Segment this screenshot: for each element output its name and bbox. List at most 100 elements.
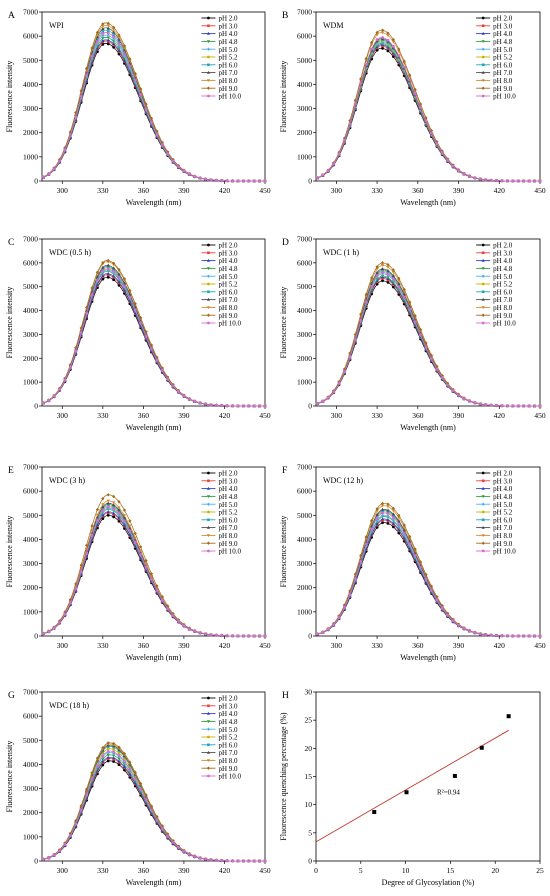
series-marker xyxy=(381,509,384,512)
legend-label: pH 2.0 xyxy=(218,242,238,250)
series-marker xyxy=(386,518,390,521)
legend-label: pH 3.0 xyxy=(218,477,238,485)
panel-title: WDC (18 h) xyxy=(49,701,89,710)
series-marker xyxy=(96,37,99,41)
series-marker xyxy=(166,377,170,381)
x-tick-label: 390 xyxy=(178,186,190,195)
y-tick-label: 10 xyxy=(305,800,313,809)
series-marker xyxy=(391,506,395,511)
series-marker xyxy=(41,632,45,636)
series-marker xyxy=(204,177,207,181)
legend-marker xyxy=(206,31,211,35)
series-marker xyxy=(139,321,143,325)
series-marker xyxy=(74,349,78,353)
series-marker xyxy=(106,755,110,759)
series-marker xyxy=(391,268,395,272)
series-marker xyxy=(106,499,110,503)
series-marker xyxy=(370,281,374,285)
series-marker xyxy=(332,623,336,626)
legend-marker xyxy=(206,502,211,506)
series-marker xyxy=(68,597,72,602)
series-marker xyxy=(533,634,536,638)
series-marker xyxy=(166,607,170,610)
series-marker xyxy=(380,267,385,271)
y-tick-label: 6000 xyxy=(297,487,312,496)
y-tick-label: 2000 xyxy=(23,354,38,363)
x-tick-label: 0 xyxy=(314,866,318,875)
legend-marker xyxy=(206,750,211,754)
y-tick-label: 5000 xyxy=(297,282,312,291)
series-marker xyxy=(122,288,127,292)
series-marker xyxy=(122,508,127,512)
series-marker xyxy=(424,119,428,123)
series-marker xyxy=(321,173,325,177)
series-marker xyxy=(364,537,368,541)
series-marker xyxy=(155,132,159,136)
series-marker xyxy=(122,765,127,768)
series-marker xyxy=(85,66,89,71)
series-marker xyxy=(402,533,406,537)
series-marker xyxy=(133,540,137,544)
series-marker xyxy=(380,504,385,508)
series-marker xyxy=(112,748,116,751)
series-marker xyxy=(241,179,245,183)
series-marker xyxy=(252,634,256,638)
series-marker xyxy=(68,831,72,836)
series-marker xyxy=(381,46,384,50)
series-marker xyxy=(446,611,450,616)
y-tick-label: 3000 xyxy=(297,330,312,339)
legend-marker xyxy=(481,70,485,74)
series-marker xyxy=(112,33,115,36)
legend-marker xyxy=(481,55,485,59)
legend-label: pH 4.0 xyxy=(218,710,238,718)
series-marker xyxy=(386,280,390,284)
series-marker xyxy=(68,365,72,369)
series-marker xyxy=(440,149,444,153)
series-marker xyxy=(397,276,401,281)
series-marker xyxy=(495,404,498,407)
y-tick-label: 7000 xyxy=(23,463,38,472)
series-marker xyxy=(511,404,515,408)
series-marker xyxy=(198,856,202,860)
series-marker xyxy=(258,179,261,183)
series-marker xyxy=(90,529,94,533)
series-marker xyxy=(112,40,116,44)
series-marker xyxy=(429,588,433,592)
x-tick-label: 10 xyxy=(402,866,410,875)
r-squared-annotation: R²=0.94 xyxy=(437,789,460,797)
series-marker xyxy=(101,39,105,42)
legend-marker xyxy=(207,774,210,778)
series-marker xyxy=(258,859,261,863)
legend-label: pH 4.0 xyxy=(493,485,513,493)
series-marker xyxy=(128,519,132,523)
series-marker xyxy=(457,168,460,172)
series-marker xyxy=(139,549,143,553)
series-marker xyxy=(522,634,526,638)
series-marker xyxy=(247,634,251,638)
legend-label: pH 5.0 xyxy=(218,46,238,54)
legend-label: pH 9.0 xyxy=(218,312,238,320)
series-marker xyxy=(144,330,148,334)
series-marker xyxy=(225,859,229,863)
legend-label: pH 9.0 xyxy=(218,85,238,93)
series-marker xyxy=(101,763,105,767)
series-marker xyxy=(473,401,477,405)
series-marker xyxy=(315,402,319,405)
series-marker xyxy=(101,32,105,35)
legend-marker xyxy=(206,486,211,490)
y-tick-label: 3000 xyxy=(23,784,38,793)
legend-marker xyxy=(481,31,485,35)
panel-letter: A xyxy=(8,11,15,21)
series-marker xyxy=(193,855,197,858)
series-marker xyxy=(133,71,137,76)
series-marker xyxy=(150,347,153,350)
series-marker xyxy=(128,295,132,299)
y-tick-label: 15 xyxy=(305,772,313,781)
series-marker xyxy=(381,519,384,522)
y-axis-label: Fluorescence intensity xyxy=(5,287,14,359)
x-tick-label: 20 xyxy=(491,866,499,875)
series-marker xyxy=(112,278,116,282)
x-tick-label: 330 xyxy=(371,411,383,420)
series-marker xyxy=(90,777,94,781)
series-marker xyxy=(375,512,379,516)
